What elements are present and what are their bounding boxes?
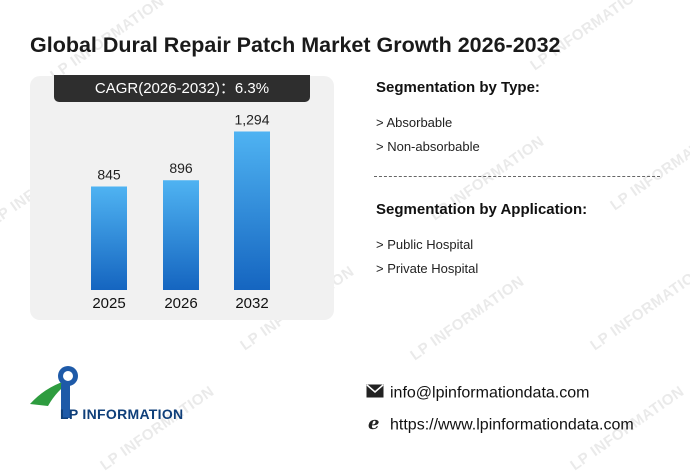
watermark: LP INFORMATION — [407, 272, 528, 365]
contact-email[interactable]: info@lpinformationdata.com — [366, 384, 589, 403]
bar-chart: 845 2025 896 2026 1,294 2032 — [91, 111, 270, 312]
lp-information-logo — [30, 366, 78, 418]
watermark: LP INFORMATION — [607, 122, 690, 215]
data-label: 1,294 — [234, 111, 269, 127]
data-label: 896 — [169, 160, 193, 176]
envelope-icon — [366, 384, 386, 403]
segmentation-type-heading: Segmentation by Type: — [376, 79, 540, 96]
logo-text: LP INFORMATION — [60, 406, 184, 422]
divider — [374, 176, 660, 177]
segmentation-type-item: > Absorbable — [376, 115, 453, 130]
email-text[interactable]: info@lpinformationdata.com — [390, 384, 590, 402]
bar-2032 — [234, 131, 270, 290]
svg-text:e: e — [368, 414, 379, 432]
page-title: Global Dural Repair Patch Market Growth … — [30, 33, 561, 57]
segmentation-type-item: > Non-absorbable — [376, 139, 480, 154]
x-tick-label: 2032 — [235, 295, 268, 312]
x-tick-label: 2026 — [164, 295, 197, 312]
contact-website[interactable]: e https://www.lpinformationdata.com — [366, 413, 634, 437]
segmentation-application-item: > Public Hospital — [376, 237, 474, 252]
data-label: 845 — [97, 166, 121, 182]
cagr-banner: CAGR(2026-2032)：6.3% — [54, 75, 310, 102]
segmentation-application-heading: Segmentation by Application: — [376, 201, 588, 218]
x-tick-label: 2025 — [92, 295, 125, 312]
bar-2026 — [163, 180, 199, 290]
website-text[interactable]: https://www.lpinformationdata.com — [390, 416, 634, 434]
browser-e-icon: e — [366, 413, 386, 437]
watermark: LP INFORMATION — [587, 262, 690, 355]
segmentation-application-item: > Private Hospital — [376, 261, 479, 276]
bar-2025 — [91, 186, 127, 290]
